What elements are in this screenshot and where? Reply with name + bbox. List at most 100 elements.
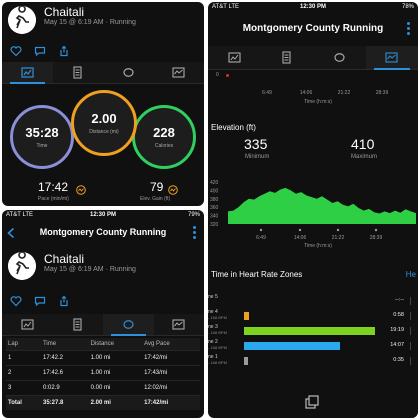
lap-distance: 1.00 mi	[88, 350, 143, 366]
overview-icon	[21, 67, 34, 78]
details-icon	[73, 66, 82, 79]
hr-zone-range: - 168 BPM	[208, 330, 227, 335]
more-menu-icon[interactable]	[407, 22, 410, 37]
more-menu-icon[interactable]	[193, 226, 196, 241]
avatar-icon	[8, 252, 36, 280]
like-icon[interactable]	[10, 294, 22, 307]
elevation-chart[interactable]: 420 400 380 360 340 320 6:49 14:06 21:22 28:39 Tim…	[208, 168, 418, 248]
share-icon[interactable]	[58, 44, 70, 57]
tab-charts[interactable]	[154, 314, 205, 335]
top-chart-xlabel: Time (h:m:s)	[304, 99, 332, 105]
elevation-x-tick-mark	[336, 228, 340, 232]
total-label: Total	[6, 395, 41, 410]
elev-gain-label: Elev. Gain (ft)	[140, 196, 171, 202]
elevation-max-value: 410	[351, 136, 375, 152]
top-chart-tick: 21:22	[337, 90, 351, 96]
elevation-area	[228, 187, 416, 224]
lap-number: 1	[6, 350, 41, 366]
elevation-y-tick: 320	[210, 222, 219, 228]
laps-icon	[123, 320, 134, 329]
laps-header-row: Lap Time Distance Avg Pace	[6, 338, 200, 351]
avatar[interactable]	[8, 6, 36, 34]
tab-laps[interactable]	[103, 314, 154, 336]
pace-label: Pace (min/mi)	[38, 196, 69, 202]
page-title: Montgomery County Running	[39, 227, 167, 237]
hr-zone-divider	[410, 312, 418, 320]
calories-label: Calories	[154, 143, 174, 149]
hr-zones-link[interactable]: He	[405, 270, 416, 279]
hr-zone-bar	[244, 312, 250, 320]
share-icon[interactable]	[58, 294, 70, 307]
comment-icon[interactable]	[34, 294, 46, 307]
lap-number: 2	[6, 365, 41, 381]
hr-zone-divider	[410, 327, 418, 335]
total-row: Total 35:27.8 2.00 mi 17:42/mi	[6, 395, 200, 410]
tab-overview[interactable]	[208, 46, 261, 69]
profile-name[interactable]: Chaitali	[44, 252, 85, 266]
laps-panel: AT&T LTE 12:30 PM 79% Montgomery County …	[2, 210, 204, 418]
distance-label: Distance (mi)	[89, 129, 119, 135]
col-lap: Lap	[6, 338, 41, 351]
hr-zone-row[interactable]: ne 2- 168 BPM 14:07	[208, 339, 418, 354]
copy-icon[interactable]	[304, 394, 320, 410]
elevation-x-tick: 6:49	[256, 235, 266, 241]
hr-zone-divider	[410, 297, 418, 305]
hr-zone-row[interactable]: ne 3- 168 BPM 19:19	[208, 324, 418, 339]
hr-zone-row[interactable]: ne 4- 168 BPM 0:58	[208, 309, 418, 324]
lap-number: 3	[6, 380, 41, 396]
battery-level: 78%	[401, 4, 414, 10]
calories-circle: 228 Calories	[132, 105, 196, 169]
tab-overview[interactable]	[2, 314, 53, 335]
details-icon	[282, 51, 291, 64]
hr-zone-time: 0:58	[393, 312, 404, 318]
hr-zone-name: ne 1	[208, 354, 218, 360]
battery-level: 79%	[187, 212, 200, 218]
tab-overview[interactable]	[2, 62, 53, 84]
lap-time: 17:42.6	[40, 365, 89, 381]
lap-distance: 1.00 mi	[88, 365, 143, 381]
tab-charts[interactable]	[154, 62, 205, 83]
pace-chart-icon[interactable]	[76, 182, 86, 195]
table-row[interactable]: 3 0:02.9 0.00 mi 12:02/mi	[6, 380, 200, 396]
elevation-title: Elevation (ft)	[211, 123, 256, 132]
tab-charts[interactable]	[365, 46, 418, 70]
elev-gain-value: 79	[150, 180, 164, 194]
lap-pace: 12:02/mi	[142, 380, 200, 396]
tab-details[interactable]	[53, 62, 104, 83]
like-icon[interactable]	[10, 44, 22, 57]
hr-zone-row[interactable]: ne 1- 168 BPM 0:35	[208, 354, 418, 369]
hr-zone-row[interactable]: ne 5 --:--	[208, 294, 418, 309]
elevation-max-label: Maximum	[351, 154, 378, 160]
laps-icon	[123, 68, 134, 77]
profile-name[interactable]: Chaitali	[44, 5, 85, 19]
tab-details[interactable]	[53, 314, 104, 335]
tab-laps[interactable]	[313, 46, 366, 69]
laps-table: Lap Time Distance Avg Pace 1 17:42.2 1.0…	[6, 338, 200, 410]
back-icon[interactable]	[6, 226, 16, 239]
charts-icon	[172, 319, 185, 330]
total-time: 35:27.8	[40, 395, 89, 410]
elevation-chart-icon[interactable]	[168, 182, 178, 195]
tab-laps[interactable]	[103, 62, 154, 83]
tab-details[interactable]	[261, 46, 314, 69]
total-distance: 2.00 mi	[88, 395, 143, 410]
overview-icon	[228, 52, 241, 63]
activity-tabs	[2, 62, 204, 84]
activity-tabs	[208, 46, 418, 70]
charts-panel: AT&T LTE 12:30 PM 78% Montgomery County …	[208, 2, 418, 418]
comment-icon[interactable]	[34, 44, 46, 57]
activity-subtitle: May 15 @ 6:19 AM · Running	[44, 19, 136, 26]
hr-zone-range: - 168 BPM	[208, 315, 227, 320]
hr-zone-name: ne 2	[208, 339, 218, 345]
top-chart-y0: 0	[216, 72, 219, 78]
table-row[interactable]: 2 17:42.6 1.00 mi 17:43/mi	[6, 365, 200, 381]
lap-time: 17:42.2	[40, 350, 89, 366]
hr-zone-time: 14:07	[390, 342, 404, 348]
status-bar: AT&T LTE 12:30 PM 78%	[208, 2, 418, 12]
clock: 12:30 PM	[89, 212, 116, 218]
hr-zone-time: 19:19	[390, 327, 404, 333]
avatar[interactable]	[8, 252, 36, 280]
elevation-y-tick: 380	[210, 197, 219, 203]
status-bar: AT&T LTE 12:30 PM 79%	[2, 210, 204, 220]
table-row[interactable]: 1 17:42.2 1.00 mi 17:42/mi	[6, 350, 200, 366]
